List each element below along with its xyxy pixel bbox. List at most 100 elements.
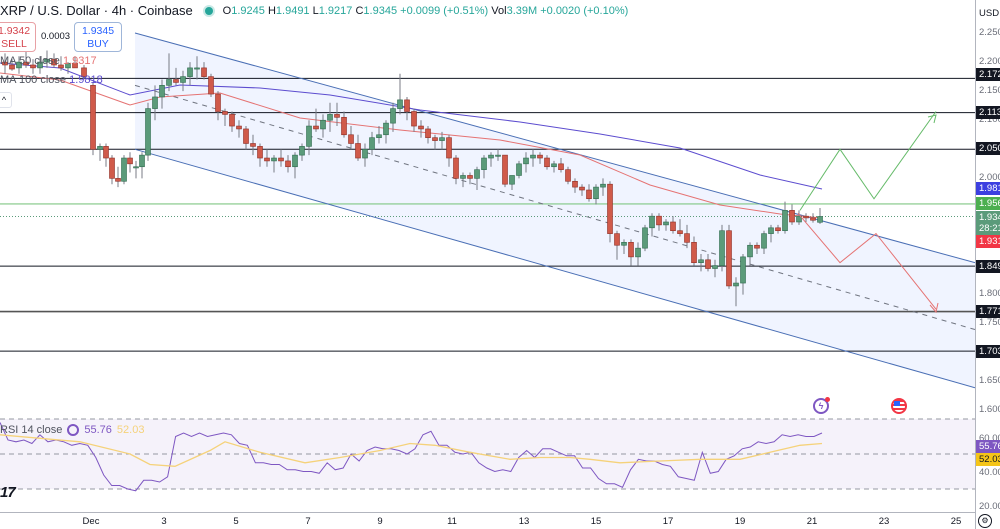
price-tick: 2.250	[979, 27, 1000, 38]
candle-bullish	[642, 227, 648, 249]
tradingview-logo[interactable]: 17	[0, 484, 16, 501]
candle-bullish	[796, 215, 802, 223]
rsi-tick: 40.00	[979, 467, 1000, 478]
candle-bearish	[579, 186, 585, 191]
candle-bearish	[614, 233, 620, 246]
chevron-up-icon: ^	[1, 95, 7, 105]
price-axis[interactable]: USD 2.250 2.200 2.150 2.100 2.000 1.800 …	[975, 0, 1000, 529]
sell-button[interactable]: 1.9342 SELL	[0, 22, 36, 52]
candle-bearish	[9, 64, 15, 70]
ma50-legend[interactable]: MA 50 close 1.9317	[0, 55, 97, 67]
candle-bearish	[2, 61, 8, 66]
candle-bearish	[789, 210, 795, 223]
candle-bearish	[58, 64, 64, 69]
candle-bearish	[243, 128, 249, 144]
candle-bullish	[663, 221, 669, 226]
candle-bullish	[481, 157, 487, 170]
bullish-arrowhead-icon	[927, 114, 937, 124]
candle-bearish	[81, 67, 87, 77]
candle-bearish	[425, 128, 431, 138]
level-badge-1703: 1.703	[976, 345, 1000, 358]
price-chart-canvas[interactable]	[0, 0, 975, 512]
candle-bullish	[649, 215, 655, 229]
candle-bullish	[439, 137, 445, 141]
candle-bearish	[23, 61, 29, 66]
candle-bullish	[271, 157, 277, 162]
candle-bullish	[145, 108, 151, 156]
candle-bearish	[572, 180, 578, 188]
close-value: 1.9345	[363, 4, 398, 17]
ma100-legend[interactable]: MA 100 close 1.9818	[0, 74, 103, 86]
candle-bearish	[775, 227, 781, 232]
currency-label[interactable]: USD	[979, 8, 1000, 19]
candle-bearish	[418, 125, 424, 130]
candle-bearish	[264, 157, 270, 162]
rsi-ma-line	[0, 434, 823, 467]
price-tick: 2.000	[979, 172, 1000, 183]
bearish-arrowhead-icon	[929, 302, 939, 314]
ma50-label: MA 50 close	[0, 55, 60, 67]
time-tick: Dec	[82, 516, 100, 527]
time-axis[interactable]: Dec 3 5 7 9 11 13 15 17 19 21 23 25	[0, 512, 975, 529]
ma100-label: MA 100 close	[0, 74, 67, 86]
bullish-projection-line	[799, 111, 937, 211]
candle-bullish	[593, 186, 599, 200]
ma50-value: 1.9317	[62, 55, 97, 67]
candle-bullish	[460, 175, 466, 179]
candle-bearish	[250, 143, 256, 147]
candle-bearish	[537, 154, 543, 159]
candle-bearish	[726, 230, 732, 287]
candle-bullish	[551, 163, 557, 168]
candle-bearish	[411, 111, 417, 127]
candle-bearish	[30, 64, 36, 69]
candle-bullish	[320, 119, 326, 130]
ma100-value: 1.9818	[69, 74, 103, 86]
candle-bullish	[180, 76, 186, 83]
volume-value: 3.39M	[506, 4, 538, 17]
candle-bearish	[677, 230, 683, 234]
volume-change: +0.0020 (+0.10%)	[540, 4, 629, 17]
buy-button[interactable]: 1.9345 BUY	[74, 22, 122, 52]
candle-bearish	[348, 134, 354, 144]
candle-bearish	[103, 146, 109, 159]
candle-bearish	[803, 215, 809, 219]
time-tick: 15	[590, 516, 602, 527]
ma100-line	[0, 62, 823, 190]
rsi-legend[interactable]: RSI 14 close 55.76 52.03	[0, 424, 144, 436]
time-tick: 23	[878, 516, 890, 527]
candle-bullish	[292, 154, 298, 168]
settings-icon[interactable]: ⚙	[978, 514, 992, 528]
rsi-value: 55.76	[84, 424, 112, 436]
candle-bearish	[586, 189, 592, 200]
candle-bearish	[453, 157, 459, 179]
candle-bearish	[334, 114, 340, 118]
candle-bearish	[691, 242, 697, 263]
candle-bullish	[65, 62, 71, 69]
ma100-badge: 1.981	[976, 182, 1000, 195]
candle-bearish	[222, 111, 228, 115]
last-price-badge: 1.934	[976, 211, 1000, 224]
bearish-projection-line	[797, 212, 937, 310]
candle-bearish	[705, 259, 711, 269]
price-tick: 1.650	[979, 375, 1000, 386]
candle-bearish	[257, 146, 263, 159]
us-flag-event-icon[interactable]	[891, 398, 907, 414]
candle-bearish	[670, 221, 676, 232]
candle-bullish	[747, 244, 753, 258]
symbol-title[interactable]: XRP / U.S. Dollar · 4h · Coinbase	[0, 3, 193, 18]
candle-bullish	[523, 157, 529, 165]
collapse-legend-button[interactable]: ^	[0, 92, 12, 108]
candle-bearish	[558, 163, 564, 170]
candle-bullish	[97, 146, 103, 150]
time-tick: 13	[518, 516, 530, 527]
time-tick: 19	[734, 516, 746, 527]
time-tick: 25	[950, 516, 962, 527]
candle-bearish	[278, 157, 284, 162]
candle-bearish	[684, 233, 690, 243]
low-value: 1.9217	[318, 4, 353, 17]
candle-bullish	[37, 61, 43, 69]
candle-bullish	[362, 149, 368, 159]
ma50-line	[0, 72, 823, 219]
candle-bearish	[656, 215, 662, 226]
lightning-event-icon[interactable]: ϟ	[813, 397, 830, 414]
